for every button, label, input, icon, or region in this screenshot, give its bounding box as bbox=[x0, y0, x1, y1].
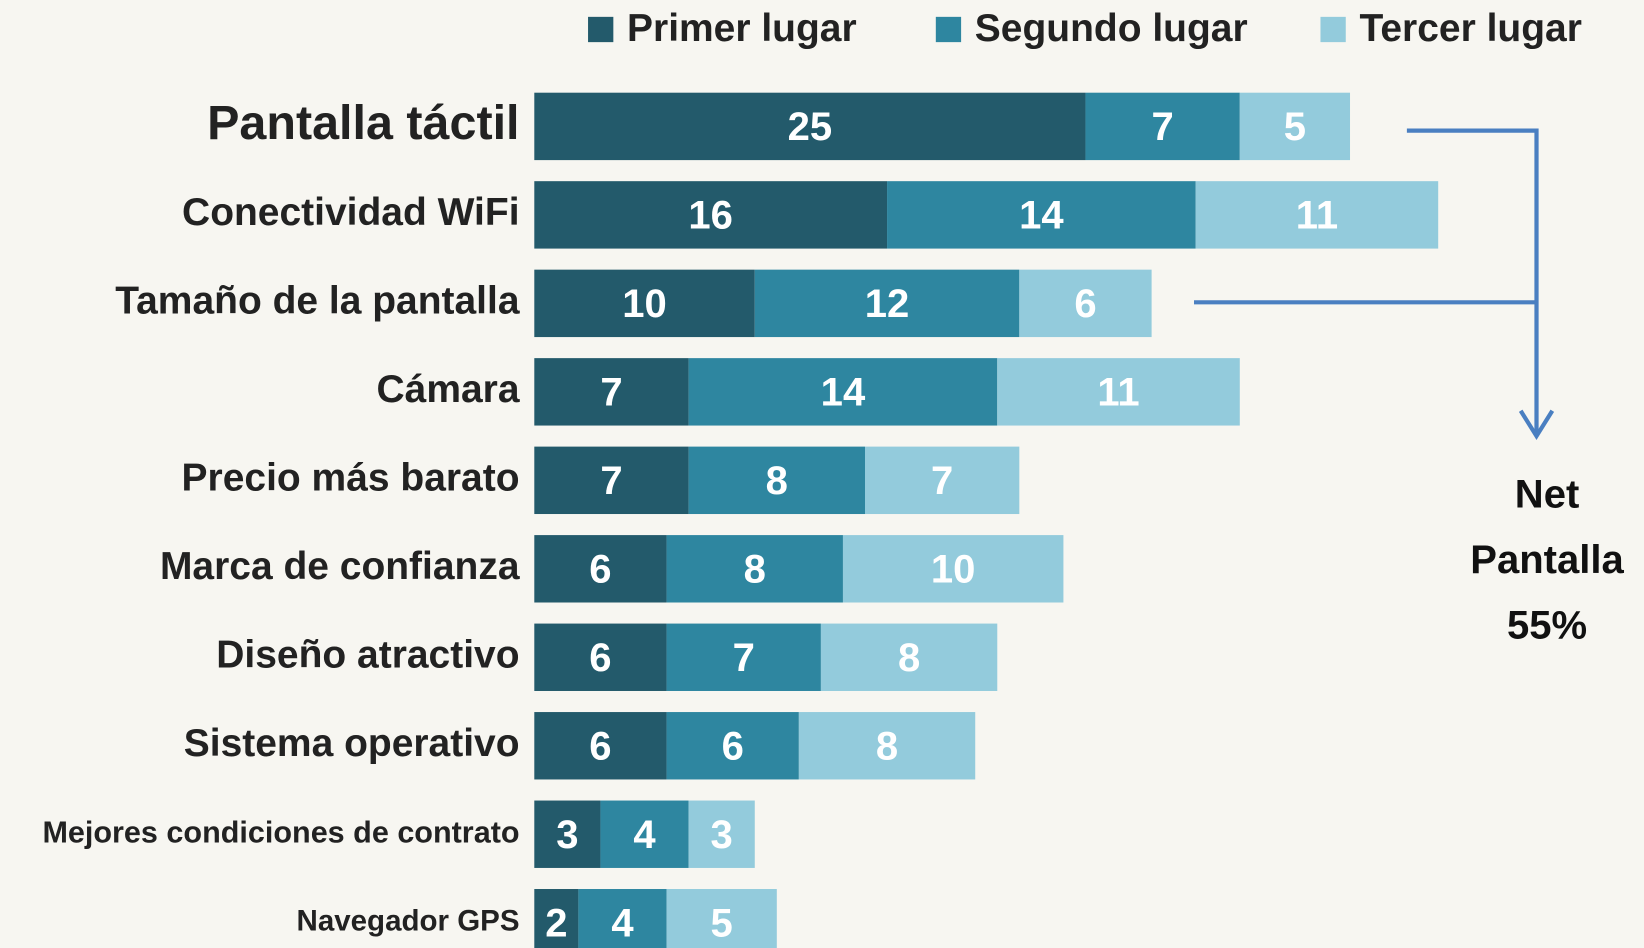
legend-swatch bbox=[1320, 16, 1346, 43]
value-label: 12 bbox=[865, 282, 910, 326]
value-label: 4 bbox=[633, 813, 656, 857]
bar-segment bbox=[534, 92, 1086, 161]
value-label: 10 bbox=[622, 282, 667, 326]
bar-segment bbox=[534, 269, 755, 338]
value-label: 3 bbox=[711, 813, 733, 857]
category-label: Navegador GPS bbox=[297, 905, 520, 938]
bar-segment bbox=[688, 358, 998, 426]
value-label: 5 bbox=[711, 901, 733, 945]
value-label: 7 bbox=[931, 459, 953, 503]
arrow-line bbox=[1406, 128, 1539, 434]
arrow-head bbox=[1518, 409, 1555, 441]
category-label: Mejores condiciones de contrato bbox=[42, 815, 519, 849]
bar-segment bbox=[754, 269, 1020, 338]
bar-segment bbox=[600, 800, 689, 868]
bar-segment bbox=[534, 623, 667, 691]
bracket-arrow bbox=[1194, 128, 1555, 441]
bar-segment bbox=[666, 535, 843, 603]
value-label: 6 bbox=[589, 548, 611, 592]
bar-segment bbox=[534, 712, 667, 780]
annotation: Pantalla bbox=[1470, 538, 1624, 582]
legend-swatch bbox=[588, 16, 614, 43]
value-label: 6 bbox=[722, 725, 744, 769]
value-label: 11 bbox=[1296, 194, 1338, 238]
value-label: 7 bbox=[600, 371, 622, 415]
bar-segment bbox=[842, 535, 1064, 603]
bar-segment bbox=[1195, 181, 1439, 249]
legend-label: Primer lugar bbox=[627, 7, 857, 50]
value-label: 10 bbox=[931, 548, 976, 592]
annotation: 55% bbox=[1507, 603, 1587, 647]
annotation: Net bbox=[1515, 473, 1580, 517]
value-label: 11 bbox=[1097, 371, 1139, 415]
category-label: Cámara bbox=[377, 368, 520, 411]
value-label: 3 bbox=[556, 813, 578, 857]
bar-segment bbox=[534, 358, 689, 426]
bar-segment bbox=[666, 623, 821, 691]
category-label: Pantalla táctil bbox=[207, 96, 519, 150]
bar-segment bbox=[578, 889, 667, 948]
bar-segment bbox=[820, 623, 998, 691]
value-label: 2 bbox=[545, 901, 567, 945]
value-label: 5 bbox=[1284, 105, 1306, 149]
category-label: Marca de confianza bbox=[160, 545, 520, 588]
bar-segment bbox=[534, 181, 888, 249]
value-label: 8 bbox=[876, 725, 898, 769]
value-label: 7 bbox=[600, 459, 622, 503]
category-label: Conectividad WiFi bbox=[182, 191, 519, 234]
value-label: 7 bbox=[1151, 105, 1173, 149]
bar-segment bbox=[864, 446, 1020, 515]
value-label: 16 bbox=[688, 194, 733, 238]
bar-segment bbox=[688, 800, 755, 868]
bar-segment bbox=[534, 889, 579, 948]
value-label: 8 bbox=[898, 636, 920, 680]
value-label: 8 bbox=[766, 459, 788, 503]
category-label: Tamaño de la pantalla bbox=[115, 280, 520, 323]
bar-segment bbox=[534, 446, 689, 515]
value-label: 14 bbox=[1019, 194, 1064, 238]
bar-segment bbox=[688, 446, 865, 515]
bar-segment bbox=[997, 358, 1240, 426]
bar-segment bbox=[887, 181, 1196, 249]
bar-segment bbox=[1085, 92, 1240, 161]
value-label: 6 bbox=[589, 725, 611, 769]
value-label: 25 bbox=[788, 105, 833, 149]
legend-label: Segundo lugar bbox=[975, 7, 1248, 50]
category-label: Sistema operativo bbox=[184, 722, 520, 765]
value-label: 8 bbox=[744, 548, 766, 592]
category-label: Precio más barato bbox=[182, 457, 520, 500]
bar-segment bbox=[534, 535, 667, 603]
bar-segment bbox=[666, 712, 799, 780]
legend-swatch bbox=[935, 16, 962, 43]
value-label: 4 bbox=[611, 901, 634, 945]
legend-label: Tercer lugar bbox=[1359, 7, 1581, 50]
bar-segment bbox=[1019, 269, 1152, 338]
value-label: 7 bbox=[733, 636, 755, 680]
bar-segment bbox=[1239, 92, 1351, 161]
value-label: 6 bbox=[1074, 282, 1096, 326]
value-label: 6 bbox=[589, 636, 611, 680]
bar-segment bbox=[798, 712, 976, 780]
bar-segment bbox=[534, 800, 601, 868]
category-label: Diseño atractivo bbox=[216, 634, 519, 677]
value-label: 14 bbox=[821, 371, 866, 415]
bar-segment bbox=[666, 889, 777, 948]
